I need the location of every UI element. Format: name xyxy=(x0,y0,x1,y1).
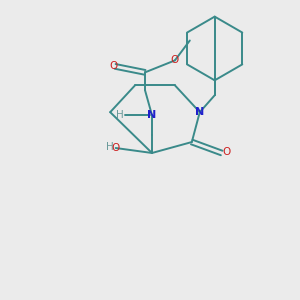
Text: H: H xyxy=(106,142,114,152)
Text: N: N xyxy=(147,110,157,120)
Text: N: N xyxy=(195,107,204,117)
Text: O: O xyxy=(112,143,120,153)
Text: O: O xyxy=(171,56,179,65)
Text: H: H xyxy=(116,110,124,120)
Text: O: O xyxy=(222,147,230,158)
Text: O: O xyxy=(110,61,118,71)
